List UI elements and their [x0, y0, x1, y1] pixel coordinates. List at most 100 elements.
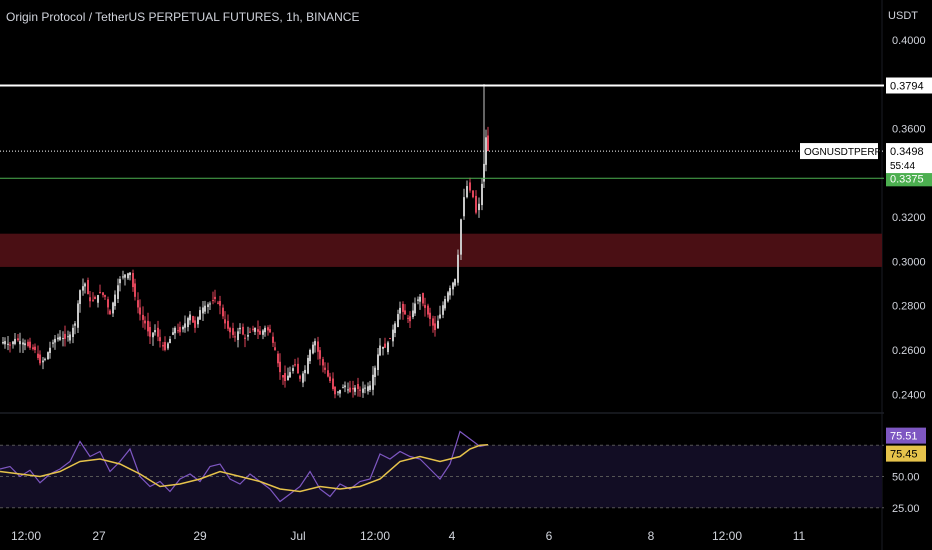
candle-body [234, 336, 236, 338]
candle-body [264, 327, 266, 333]
candle-body [219, 301, 221, 306]
candle-body [129, 272, 131, 276]
candle-body [478, 203, 480, 211]
candle-body [14, 338, 16, 344]
candle-body [322, 359, 324, 366]
price-tick-label: 0.2400 [892, 389, 926, 401]
candle-body [307, 357, 309, 374]
candle-body [162, 345, 164, 347]
candle-body [134, 283, 136, 297]
candle-body [434, 323, 436, 331]
candle-body [99, 292, 101, 294]
candle-body [159, 337, 161, 342]
symbol-tag[interactable] [800, 143, 878, 160]
candle-body [447, 292, 449, 302]
last-price-tag [886, 143, 932, 174]
candle-body [483, 163, 485, 182]
candle-body [272, 336, 274, 343]
candle-body [297, 363, 299, 374]
candle-body [49, 347, 51, 353]
candle-body [32, 347, 34, 350]
candle-body [309, 349, 311, 362]
candle-body [287, 375, 289, 381]
price-tick-label: 0.2800 [892, 301, 926, 313]
candle-body [132, 272, 134, 288]
candle-body [344, 385, 346, 388]
candle-body [457, 254, 459, 283]
candle-body [254, 327, 256, 332]
candle-body [27, 341, 29, 346]
candle-body [229, 327, 231, 333]
rsi-ma-line [0, 443, 489, 493]
candle-body [97, 295, 99, 303]
candle-body [167, 343, 169, 349]
candle-body [292, 368, 294, 371]
candle-body [377, 354, 379, 371]
symbol-tag-label: OGNUSDTPERP [804, 147, 882, 158]
candle-body [374, 367, 376, 378]
support-level-tag [886, 170, 932, 187]
candle-body [67, 336, 69, 338]
candle-body [249, 331, 251, 333]
candle-body [192, 316, 194, 323]
candle-body [152, 332, 154, 338]
candle-body [262, 330, 264, 335]
candle-body [89, 297, 91, 302]
candle-body [77, 303, 79, 328]
candle-body [102, 292, 104, 296]
candle-body [354, 387, 356, 392]
rsi-tick-label: 25.00 [892, 503, 920, 515]
candle-body [87, 280, 89, 295]
candle-body [372, 374, 374, 390]
candle-body [137, 300, 139, 308]
candle-body [62, 338, 64, 340]
rsi-ma-label: 75.45 [890, 449, 918, 461]
candle-body [242, 326, 244, 335]
candle-body [279, 361, 281, 373]
candle-body [324, 367, 326, 370]
candle-body [214, 296, 216, 300]
time-tick-label: 29 [193, 529, 207, 543]
candle-body [69, 334, 71, 341]
candle-body [187, 318, 189, 328]
candle-body [357, 384, 359, 389]
resistance-level-label: 0.3794 [890, 81, 924, 93]
candle-body [122, 276, 124, 278]
last-price-label: 0.3498 [890, 146, 924, 158]
candle-body [57, 337, 59, 340]
candle-body [207, 304, 209, 308]
candle-body [419, 296, 421, 302]
candle-body [64, 333, 66, 339]
price-tick-label: 0.3600 [892, 123, 926, 135]
candle-body [92, 299, 94, 301]
candle-body [444, 299, 446, 309]
candle-body [47, 352, 49, 360]
candle-body [72, 327, 74, 337]
candle-body [437, 320, 439, 329]
candle-body [487, 135, 489, 152]
candle-body [202, 307, 204, 314]
candle-body [232, 328, 234, 335]
candle-body [463, 197, 465, 217]
candle-body [52, 342, 54, 344]
candle-body [2, 342, 4, 344]
candle-body [466, 186, 468, 198]
time-tick-label: 12:00 [360, 529, 390, 543]
time-tick-label: Jul [290, 529, 305, 543]
candle-body [327, 370, 329, 377]
candle-body [304, 369, 306, 374]
time-tick-label: 6 [546, 529, 553, 543]
candle-body [289, 372, 291, 378]
candle-body [169, 338, 171, 344]
candle-body [114, 294, 116, 307]
time-tick-label: 4 [449, 529, 456, 543]
candle-body [364, 387, 366, 389]
candle-body [362, 388, 364, 393]
candle-body [475, 195, 477, 213]
time-tick-label: 27 [92, 529, 106, 543]
candle-body [139, 307, 141, 315]
candle-body [34, 346, 36, 350]
candle-body [7, 343, 9, 345]
candle-body [422, 292, 424, 304]
